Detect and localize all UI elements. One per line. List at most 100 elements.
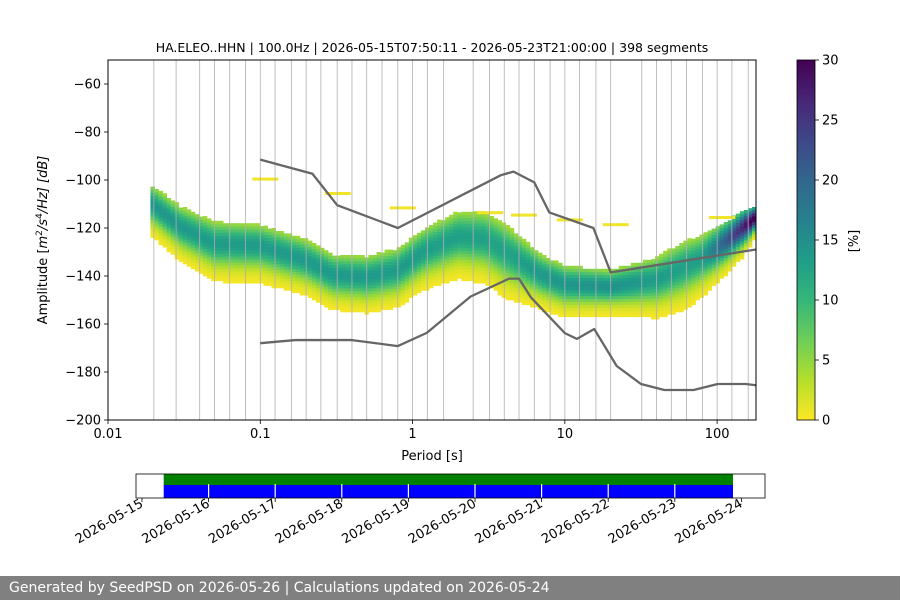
density-cell bbox=[328, 306, 333, 310]
density-cell bbox=[647, 301, 652, 306]
density-cell bbox=[647, 307, 652, 312]
density-cell bbox=[679, 309, 684, 313]
density-cell bbox=[663, 295, 668, 300]
density-cell bbox=[344, 282, 349, 286]
density-cell bbox=[324, 262, 329, 266]
density-cell bbox=[606, 289, 612, 294]
density-cell bbox=[279, 276, 285, 280]
density-cell bbox=[420, 278, 426, 282]
density-cell bbox=[715, 238, 721, 242]
density-cell bbox=[719, 269, 725, 273]
density-cell bbox=[509, 249, 515, 253]
density-cell bbox=[715, 232, 721, 236]
density-cell bbox=[420, 281, 426, 285]
density-cell bbox=[675, 291, 680, 295]
density-cell bbox=[408, 246, 414, 250]
density-cell bbox=[489, 276, 494, 280]
density-cell bbox=[521, 292, 527, 297]
density-cell bbox=[703, 259, 708, 263]
density-cell bbox=[582, 289, 587, 294]
density-cell bbox=[150, 207, 155, 211]
density-cell bbox=[461, 235, 466, 240]
density-cell bbox=[647, 262, 652, 267]
density-cell bbox=[647, 292, 652, 297]
density-cell bbox=[606, 301, 612, 306]
density-cell bbox=[642, 307, 648, 312]
density-cell bbox=[707, 233, 712, 237]
density-cell bbox=[457, 242, 462, 246]
density-cell bbox=[223, 271, 228, 275]
density-cell bbox=[554, 284, 559, 288]
density-cell bbox=[469, 256, 474, 261]
density-cell bbox=[590, 271, 595, 276]
density-cell bbox=[667, 293, 672, 297]
density-cell bbox=[679, 270, 684, 274]
density-cell bbox=[408, 267, 414, 271]
density-cell bbox=[477, 217, 482, 221]
density-cell bbox=[162, 244, 167, 248]
density-cell bbox=[445, 244, 450, 248]
density-cell bbox=[554, 269, 559, 273]
density-cell bbox=[671, 293, 676, 297]
density-cell bbox=[190, 241, 196, 246]
density-cell bbox=[687, 238, 692, 242]
density-cell bbox=[368, 255, 373, 259]
density-cell bbox=[437, 249, 442, 253]
density-cell bbox=[546, 300, 551, 304]
density-cell bbox=[683, 249, 688, 253]
density-cell bbox=[437, 255, 442, 259]
density-cell bbox=[667, 302, 672, 306]
density-cell bbox=[360, 255, 365, 259]
density-cell bbox=[610, 301, 616, 306]
density-cell bbox=[485, 240, 490, 244]
density-cell bbox=[328, 300, 333, 304]
density-cell bbox=[723, 255, 729, 259]
density-cell bbox=[667, 251, 672, 255]
density-cell bbox=[400, 301, 406, 306]
density-cell bbox=[445, 256, 450, 260]
density-cell bbox=[517, 260, 523, 264]
density-cell bbox=[489, 249, 494, 253]
density-cell bbox=[477, 256, 482, 260]
density-cell bbox=[231, 277, 236, 281]
density-cell bbox=[251, 241, 256, 245]
density-cell bbox=[186, 254, 192, 258]
density-cell bbox=[445, 223, 450, 227]
density-cell bbox=[529, 271, 535, 275]
density-cell bbox=[538, 267, 543, 271]
density-cell bbox=[574, 301, 579, 306]
density-cell bbox=[376, 264, 381, 268]
density-cell bbox=[287, 242, 293, 246]
density-cell bbox=[469, 226, 474, 231]
density-cell bbox=[457, 251, 462, 255]
density-cell bbox=[671, 305, 676, 309]
colorbar-tick-label: 0 bbox=[822, 414, 830, 429]
density-cell bbox=[642, 289, 648, 294]
density-cell bbox=[477, 235, 482, 239]
density-cell bbox=[433, 261, 438, 265]
density-cell bbox=[477, 232, 482, 236]
density-cell bbox=[731, 248, 737, 252]
density-cell bbox=[275, 240, 281, 244]
density-cell bbox=[223, 238, 228, 242]
density-cell bbox=[622, 304, 628, 309]
density-cell bbox=[562, 289, 567, 294]
density-cell bbox=[473, 274, 478, 278]
density-cell bbox=[376, 276, 381, 280]
density-cell bbox=[558, 268, 563, 273]
density-cell bbox=[651, 316, 656, 320]
density-cell bbox=[671, 296, 676, 300]
density-cell bbox=[711, 264, 717, 268]
density-cell bbox=[433, 246, 438, 250]
density-cell bbox=[352, 261, 357, 265]
density-cell bbox=[154, 195, 159, 199]
density-cell bbox=[655, 277, 660, 281]
density-cell bbox=[747, 238, 753, 242]
density-cell bbox=[529, 265, 535, 269]
density-cell bbox=[178, 216, 184, 220]
density-cell bbox=[538, 252, 543, 256]
density-cell bbox=[449, 235, 454, 240]
density-cell bbox=[687, 244, 692, 248]
density-cell bbox=[590, 286, 595, 291]
density-cell bbox=[408, 282, 414, 286]
